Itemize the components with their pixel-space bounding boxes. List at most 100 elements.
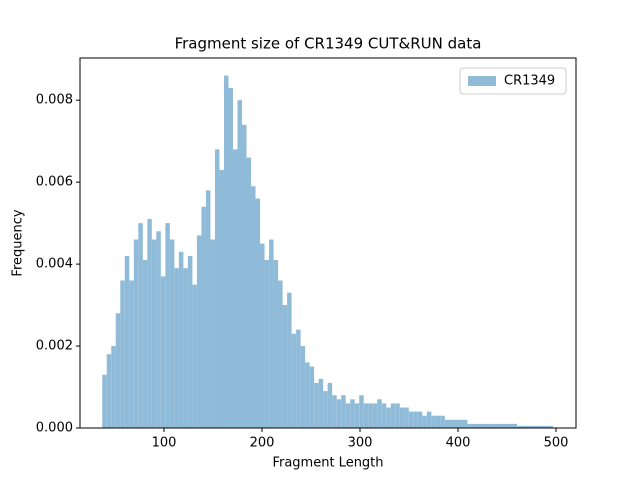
bar [223, 75, 229, 428]
bar [133, 239, 139, 428]
bar [287, 292, 292, 428]
bar [174, 268, 179, 428]
bar [291, 333, 297, 428]
bar [386, 407, 391, 428]
bar [160, 276, 166, 428]
bar [106, 354, 112, 428]
bar [467, 423, 472, 428]
bar [192, 284, 197, 428]
legend-box [459, 67, 567, 95]
bar [115, 313, 121, 428]
bar [426, 411, 432, 428]
bar [422, 415, 427, 428]
bar [282, 305, 288, 428]
bar [120, 280, 125, 428]
bar [539, 425, 545, 428]
bar [404, 407, 409, 428]
bar [309, 366, 315, 428]
bar [494, 423, 499, 428]
bar [503, 423, 508, 428]
bar [390, 403, 396, 428]
bar [512, 423, 518, 428]
y-tick-label: 0.004 [36, 257, 73, 272]
y-tick-label: 0.006 [36, 175, 73, 190]
bar [435, 415, 441, 428]
bar [485, 423, 490, 428]
bar [214, 149, 220, 428]
x-tick-label: 500 [544, 436, 569, 451]
bar [453, 419, 459, 428]
bar [476, 423, 481, 428]
bar [246, 157, 252, 428]
bar [449, 419, 454, 428]
bar [526, 425, 531, 428]
bar [142, 260, 148, 428]
bar [255, 198, 261, 428]
bar [372, 403, 378, 428]
bar [111, 346, 116, 428]
bar [278, 280, 283, 428]
bar [327, 382, 333, 428]
bar [458, 419, 463, 428]
bar [462, 419, 468, 428]
bar [399, 407, 405, 428]
bar [318, 378, 324, 428]
bar [413, 411, 418, 428]
bar [273, 260, 279, 428]
bar [228, 87, 233, 428]
bar [219, 169, 224, 428]
bar [196, 235, 202, 428]
bar [187, 255, 193, 428]
bar [314, 382, 319, 428]
legend-swatch [468, 76, 496, 86]
bar [368, 403, 373, 428]
bar [507, 423, 513, 428]
bar [359, 395, 364, 428]
bar [251, 186, 256, 428]
bar [345, 403, 351, 428]
bar [544, 425, 549, 428]
axes-frame [79, 57, 577, 429]
bar [489, 423, 495, 428]
bar [521, 425, 527, 428]
bar [165, 223, 170, 428]
bar [210, 239, 215, 428]
bar [535, 425, 540, 428]
bar [151, 239, 157, 428]
bar [201, 206, 206, 428]
bar [363, 403, 369, 428]
bar [124, 255, 130, 428]
bar [156, 231, 161, 428]
bar [129, 280, 134, 428]
bar [471, 423, 477, 428]
y-axis-label: Frequency [11, 209, 26, 276]
bar [305, 362, 310, 428]
bar [205, 190, 211, 428]
x-tick-label: 200 [250, 436, 275, 451]
bar [269, 239, 274, 428]
y-tick-label: 0.008 [36, 93, 73, 108]
bar [431, 415, 436, 428]
x-tick-label: 300 [348, 436, 373, 451]
legend-label: CR1349 [504, 74, 555, 89]
bar [354, 403, 360, 428]
bar [242, 124, 247, 428]
bar [480, 423, 486, 428]
bar [440, 415, 445, 428]
y-tick-label: 0.000 [36, 421, 73, 436]
bar [138, 223, 143, 428]
bar [517, 425, 522, 428]
bar [296, 329, 301, 428]
bar [237, 100, 243, 428]
bar [395, 403, 400, 428]
bar [169, 239, 175, 428]
chart-title: Fragment size of CR1349 CUT&RUN data [175, 35, 482, 53]
bar [300, 346, 306, 428]
bar [408, 411, 414, 428]
x-tick-label: 100 [152, 436, 177, 451]
bar [498, 423, 504, 428]
bar [336, 399, 342, 428]
bar [232, 149, 238, 428]
bar [260, 243, 265, 428]
